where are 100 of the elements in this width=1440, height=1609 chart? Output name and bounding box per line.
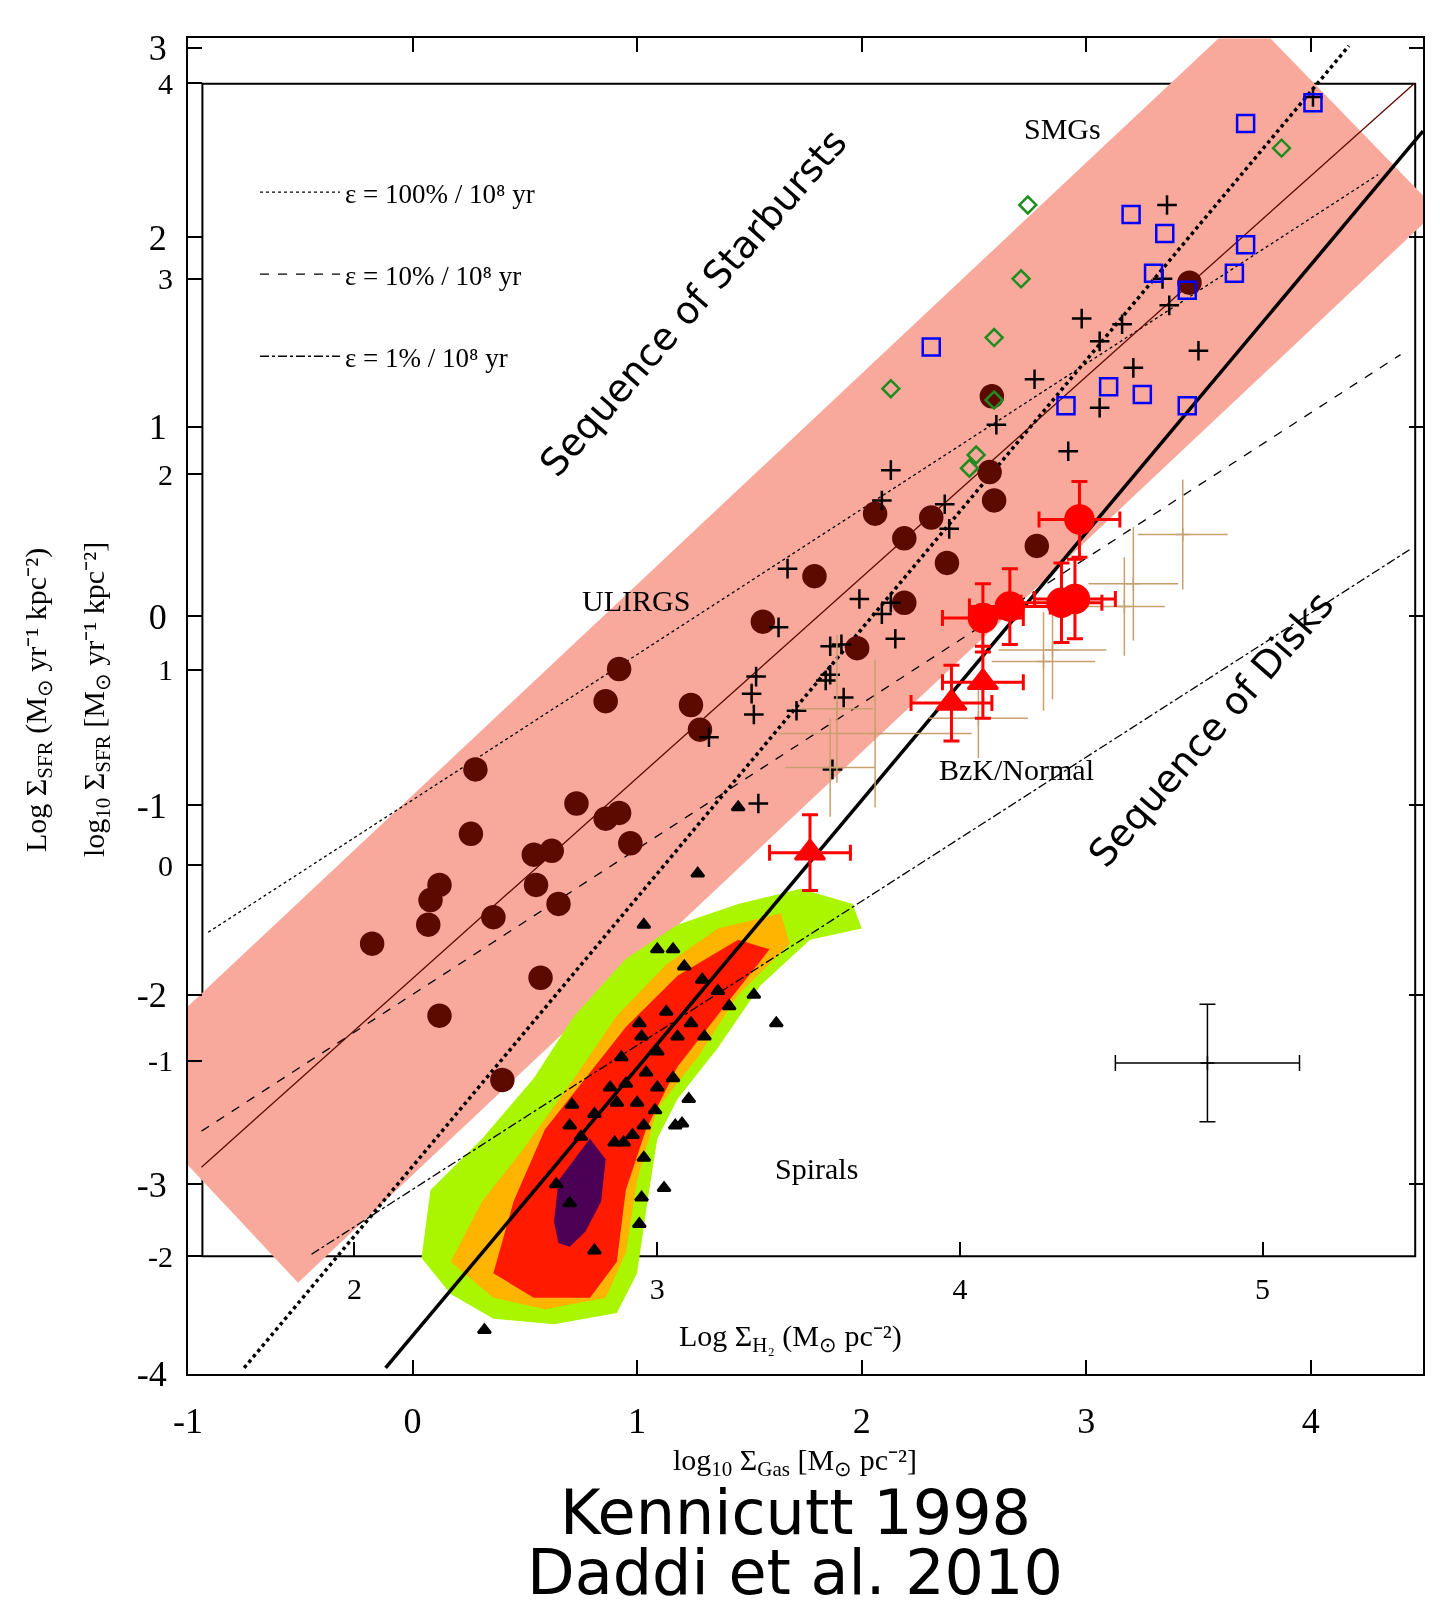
point <box>802 563 827 589</box>
x-tick-label: 1 <box>628 1400 647 1441</box>
point <box>747 792 770 815</box>
point <box>830 633 853 656</box>
legend-label: ε = 10% / 10⁸ yr <box>345 260 522 291</box>
point <box>892 590 917 615</box>
point <box>463 757 488 782</box>
point <box>606 656 632 682</box>
point <box>934 550 960 576</box>
point <box>647 1103 663 1115</box>
point <box>879 459 902 482</box>
point <box>427 872 452 898</box>
point <box>564 1097 580 1109</box>
point <box>633 1190 650 1202</box>
point <box>665 1071 681 1083</box>
y-tick-label: -1 <box>136 785 167 826</box>
point <box>844 635 870 661</box>
y-tick-label: 0 <box>148 596 167 637</box>
x2-tick-label: 2 <box>346 1272 362 1306</box>
annotation: SMGs <box>1024 112 1101 145</box>
point <box>696 1029 713 1041</box>
point <box>539 838 565 864</box>
y2-tick-label: 4 <box>158 66 173 100</box>
point <box>416 912 441 937</box>
point <box>966 445 986 465</box>
point <box>862 501 888 526</box>
point <box>938 517 961 540</box>
point <box>1098 377 1119 397</box>
point <box>1057 440 1080 463</box>
y-tick-label: 2 <box>148 217 167 258</box>
point <box>546 891 571 917</box>
point <box>1155 193 1179 217</box>
point <box>994 591 1026 622</box>
point <box>1088 396 1111 419</box>
point <box>1177 395 1197 416</box>
point <box>476 1323 492 1335</box>
annotation: Spirals <box>775 1152 859 1185</box>
point <box>649 942 665 954</box>
x-tick-label: 0 <box>403 1400 422 1441</box>
point <box>694 972 710 984</box>
point <box>730 800 746 812</box>
point <box>593 688 618 714</box>
y-tick-label: -4 <box>136 1354 167 1395</box>
text: Daddi et al. 2010 <box>527 1536 1063 1609</box>
point <box>848 587 871 610</box>
point <box>669 1029 686 1041</box>
legend-label: ε = 1% / 10⁸ yr <box>345 342 508 373</box>
point <box>1224 263 1245 283</box>
point <box>683 1016 699 1028</box>
point <box>1035 653 1052 670</box>
point <box>359 931 385 956</box>
point <box>745 665 768 688</box>
point <box>606 800 632 826</box>
point <box>1056 395 1076 416</box>
point <box>933 493 956 516</box>
y-tick-label: -3 <box>136 1164 167 1205</box>
point <box>562 1118 578 1130</box>
point <box>427 1003 452 1028</box>
point <box>638 1065 654 1077</box>
point <box>1125 576 1142 592</box>
point <box>767 616 790 639</box>
point <box>548 1177 564 1189</box>
point <box>636 1118 652 1130</box>
point <box>814 669 837 692</box>
point <box>785 699 808 722</box>
x-axis-title: log$_{10}$ Σ$_{Gas}$ [M$_{⊙}$ pc⁻²] <box>673 1443 917 1482</box>
x-tick-label: 2 <box>852 1400 871 1441</box>
point <box>984 327 1004 348</box>
point <box>1235 235 1256 255</box>
point <box>881 379 901 399</box>
y-tick-label: 3 <box>148 28 167 69</box>
point <box>602 1080 618 1092</box>
point <box>633 1029 650 1041</box>
point <box>1122 356 1145 379</box>
point <box>481 904 506 930</box>
y-tick-label: -2 <box>136 975 167 1016</box>
point <box>458 821 484 847</box>
point <box>613 1050 629 1062</box>
point <box>1187 339 1210 362</box>
point <box>819 635 842 658</box>
point <box>1011 269 1031 289</box>
point <box>870 489 893 512</box>
point <box>1155 223 1175 244</box>
point <box>1111 313 1134 336</box>
x-tick-label: 4 <box>1301 1400 1320 1441</box>
point <box>636 917 652 929</box>
point <box>586 1243 603 1255</box>
point <box>721 999 737 1011</box>
point <box>528 965 553 990</box>
point <box>678 692 704 718</box>
point <box>523 872 549 898</box>
point <box>776 557 799 580</box>
point <box>665 942 681 954</box>
point <box>490 1067 515 1093</box>
point <box>649 1044 665 1056</box>
point <box>1158 294 1181 317</box>
point <box>919 505 944 530</box>
point <box>616 1135 632 1147</box>
point <box>1235 113 1256 134</box>
point <box>768 1016 784 1028</box>
